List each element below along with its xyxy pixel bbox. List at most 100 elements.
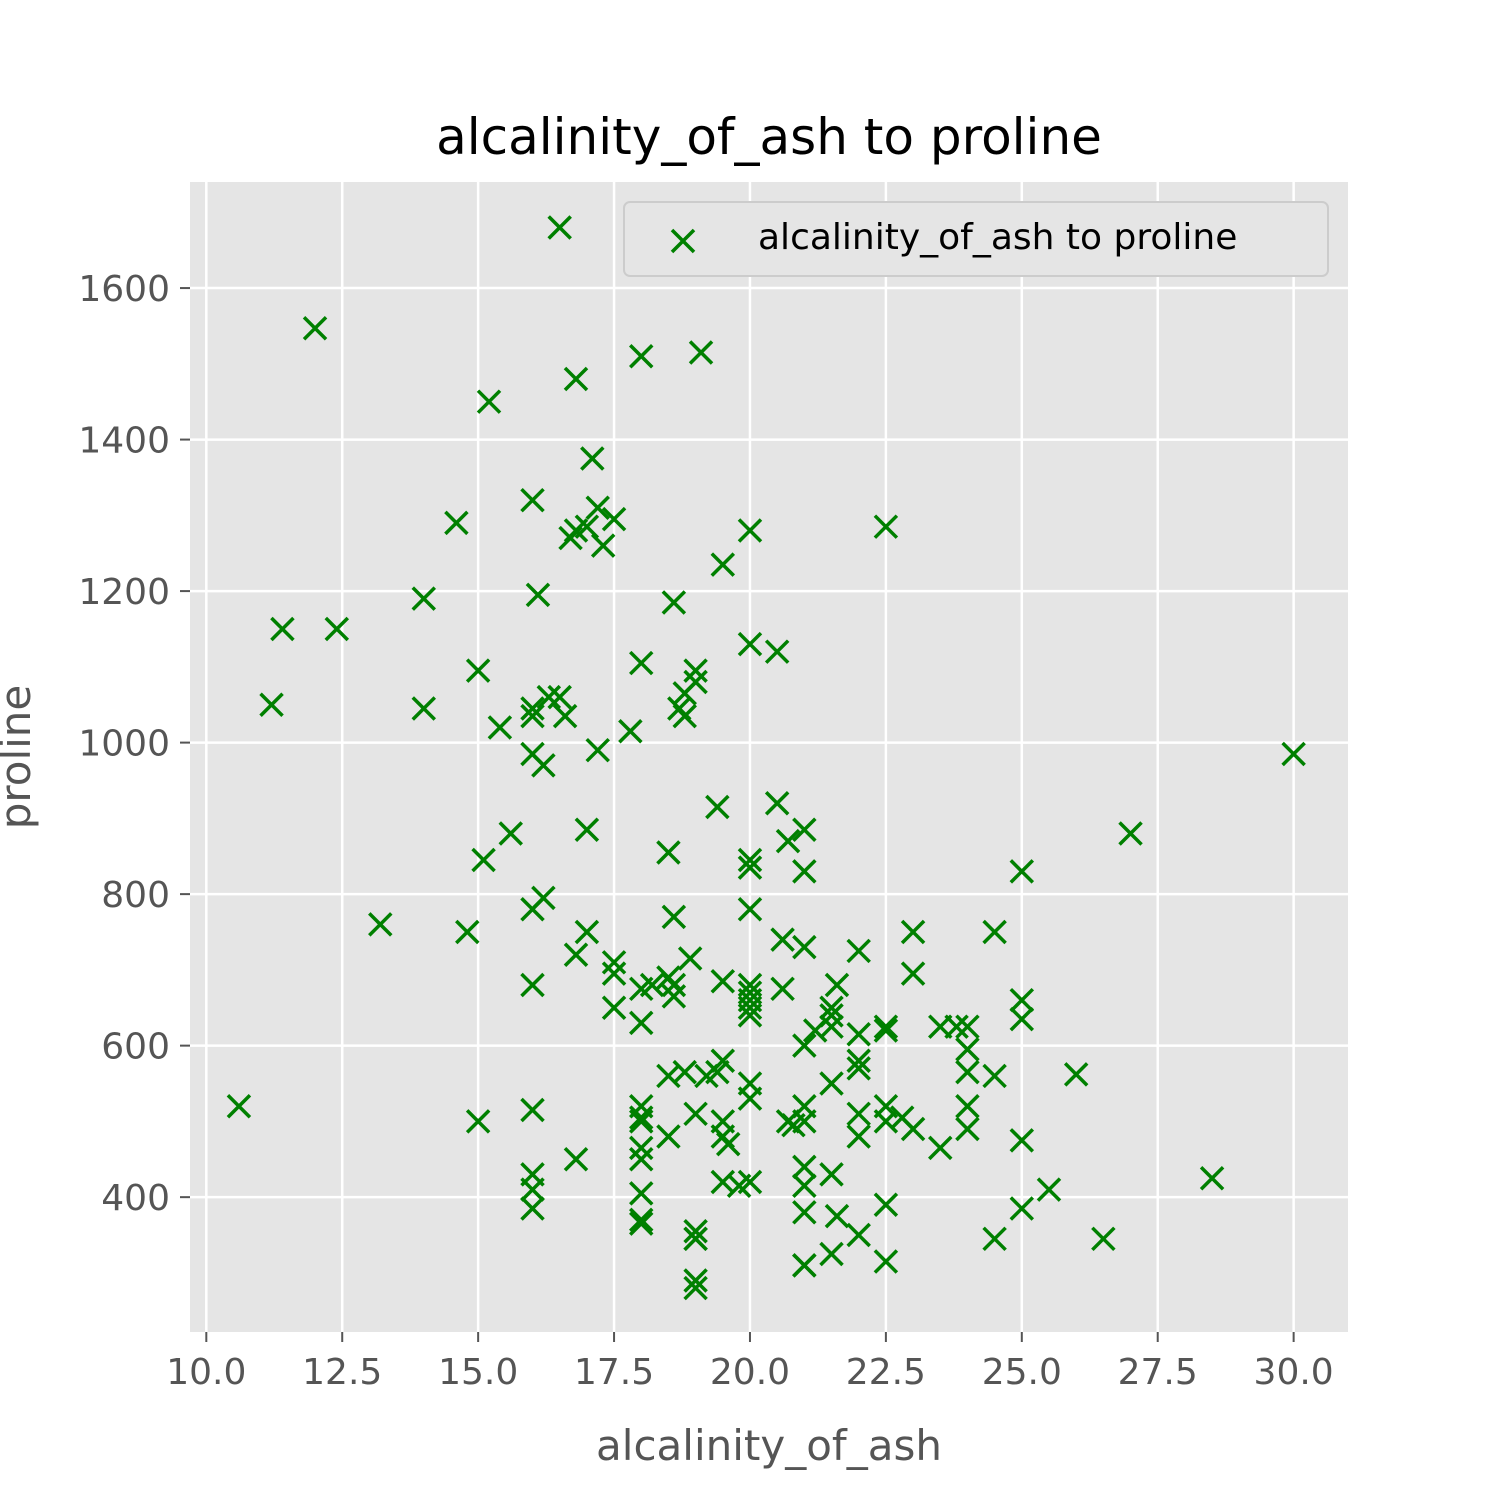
- data-point: [656, 1124, 681, 1149]
- data-point: [1036, 1177, 1062, 1202]
- chart-title: alcalinity_of_ash to proline: [436, 108, 1102, 166]
- y-axis-label: proline: [0, 685, 40, 830]
- data-point: [1009, 859, 1035, 884]
- data-point: [955, 1037, 980, 1062]
- data-point: [465, 658, 491, 683]
- legend-marker-x-icon: [670, 228, 696, 254]
- data-point: [792, 1094, 817, 1119]
- data-point: [411, 696, 437, 721]
- data-point: [846, 1222, 871, 1248]
- data-point: [737, 897, 763, 922]
- data-point: [661, 904, 687, 930]
- data-point: [601, 950, 627, 975]
- data-point: [819, 1241, 844, 1267]
- data-point: [688, 340, 714, 365]
- data-point: [982, 1063, 1007, 1089]
- data-point: [873, 1014, 899, 1039]
- x-tick-label: 12.5: [302, 1352, 382, 1393]
- data-point: [444, 510, 469, 536]
- x-tick-label: 27.5: [1118, 1352, 1198, 1393]
- data-point: [683, 1101, 708, 1127]
- data-point: [226, 1094, 252, 1119]
- data-point: [520, 703, 545, 729]
- x-tick-label: 30.0: [1254, 1352, 1334, 1393]
- data-point: [558, 525, 583, 551]
- data-point: [846, 1048, 871, 1074]
- data-point: [677, 946, 703, 971]
- data-point: [955, 1094, 980, 1119]
- y-tick-label: 1600: [78, 269, 170, 310]
- data-point: [324, 616, 350, 642]
- data-point: [498, 821, 523, 846]
- data-point: [531, 885, 556, 911]
- data-point: [1009, 1006, 1035, 1032]
- data-point: [629, 1211, 654, 1236]
- data-point: [683, 1275, 708, 1301]
- data-point: [764, 639, 790, 664]
- data-point: [900, 961, 926, 986]
- data-point: [737, 1169, 763, 1195]
- data-point: [520, 972, 545, 998]
- data-point: [639, 972, 665, 998]
- data-point: [1199, 1165, 1225, 1191]
- data-point: [302, 315, 328, 341]
- data-point: [1009, 1128, 1035, 1153]
- data-point: [574, 919, 600, 945]
- data-point: [629, 1109, 654, 1134]
- data-point: [1009, 1196, 1035, 1221]
- data-point: [792, 1200, 817, 1225]
- data-point: [683, 1226, 708, 1252]
- data-point: [792, 934, 817, 960]
- data-point: [846, 938, 871, 964]
- data-point: [455, 919, 480, 945]
- data-point: [737, 631, 763, 657]
- data-point: [737, 855, 763, 880]
- data-point: [770, 927, 795, 952]
- x-tick-label: 22.5: [846, 1352, 926, 1393]
- data-point: [574, 514, 600, 539]
- data-point: [737, 995, 763, 1020]
- legend-label: alcalinity_of_ash to proline: [758, 217, 1237, 258]
- x-tick-label: 17.5: [574, 1352, 654, 1393]
- data-point: [672, 1059, 697, 1085]
- data-point: [563, 1147, 589, 1172]
- data-point: [411, 586, 437, 611]
- data-point: [683, 1268, 708, 1293]
- data-point: [737, 847, 763, 873]
- data-point: [476, 389, 502, 414]
- data-point: [547, 684, 572, 710]
- data-point: [846, 1056, 871, 1081]
- data-point: [590, 533, 616, 558]
- grid-lines: [190, 182, 1348, 1332]
- data-point: [520, 1097, 545, 1123]
- data-point: [792, 1154, 817, 1180]
- data-point: [792, 1033, 817, 1058]
- data-point: [585, 495, 610, 520]
- data-point: [710, 1048, 736, 1074]
- data-point: [775, 828, 801, 854]
- data-point: [900, 1116, 926, 1142]
- data-point: [547, 215, 572, 240]
- x-axis: 10.0 12.5 15.0 17.5 20.0 22.5 25.0 27.5 30.0: [166, 1332, 1334, 1393]
- data-point: [715, 1131, 741, 1157]
- data-point: [928, 1135, 953, 1161]
- data-point: [900, 919, 926, 945]
- data-point: [683, 669, 708, 695]
- data-point: [737, 1086, 763, 1111]
- data-point: [629, 1147, 654, 1172]
- data-point: [661, 984, 687, 1009]
- data-point: [873, 1249, 899, 1274]
- data-point: [802, 1018, 828, 1043]
- data-point: [1118, 821, 1143, 846]
- data-point: [982, 919, 1007, 945]
- data-point: [819, 995, 844, 1020]
- data-point: [487, 715, 513, 740]
- data-point: [846, 1124, 871, 1149]
- data-point: [629, 344, 654, 369]
- data-point: [601, 506, 627, 532]
- data-point: [1063, 1062, 1089, 1087]
- data-point: [792, 1173, 817, 1199]
- data-point: [792, 817, 817, 842]
- x-tick-label: 15.0: [438, 1352, 518, 1393]
- data-point: [819, 1162, 844, 1187]
